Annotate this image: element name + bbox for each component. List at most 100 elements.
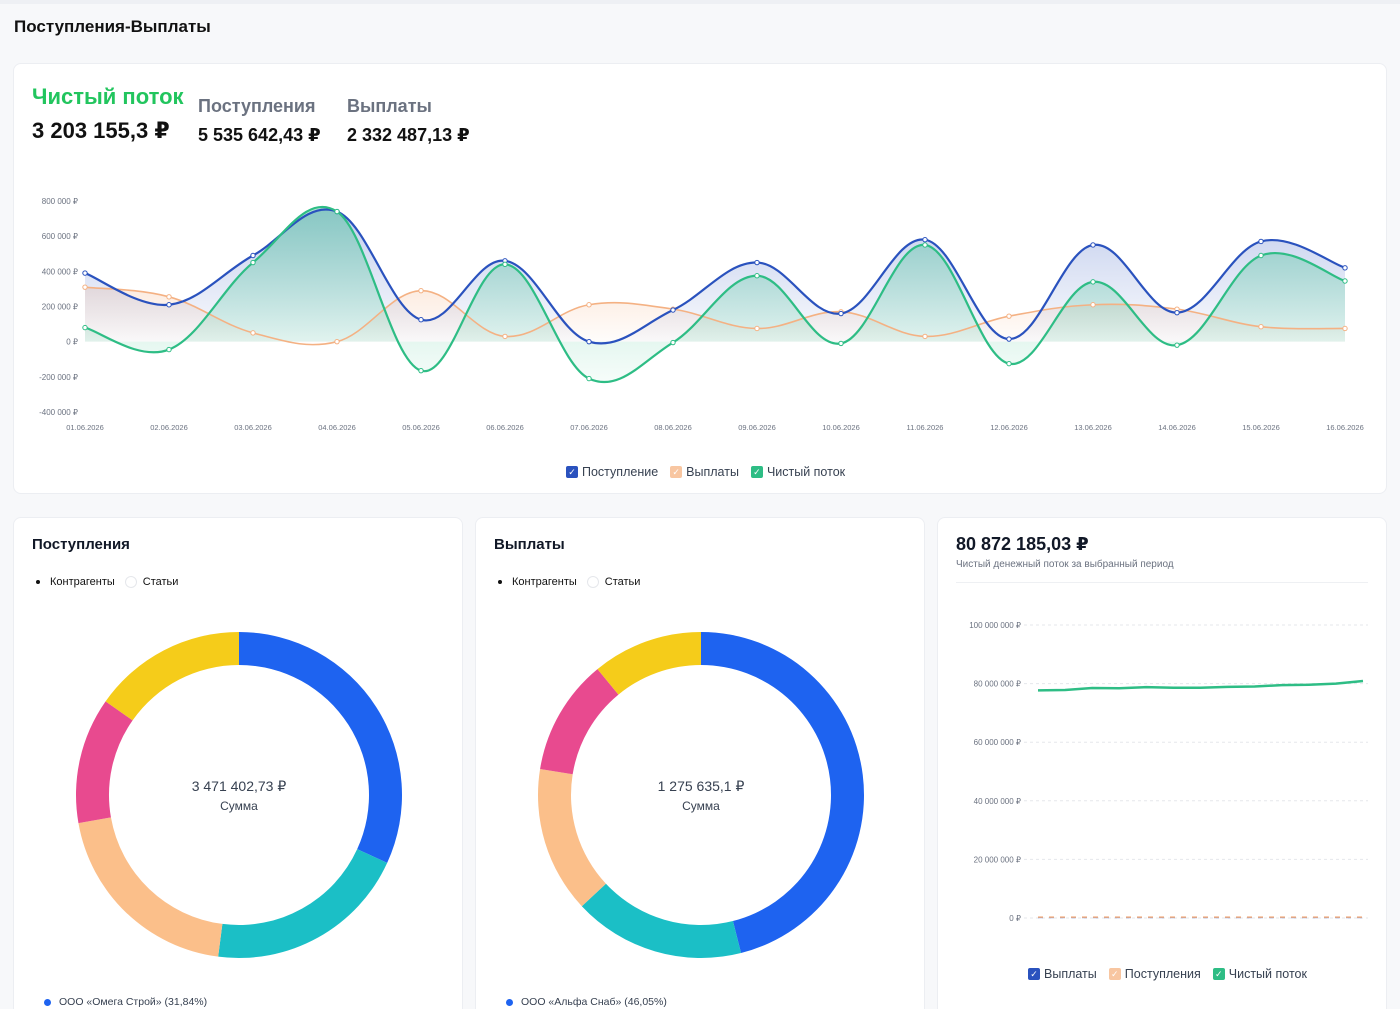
- radio-counterparties-label[interactable]: Контрагенты: [50, 576, 115, 588]
- y-tick-label: 60 000 000 ₽: [974, 738, 1021, 747]
- data-point: [1090, 242, 1096, 248]
- payout-radio-group: Контрагенты Статьи: [494, 576, 650, 588]
- y-tick-label: 800 000 ₽: [42, 197, 78, 206]
- y-tick-label: -400 000 ₽: [39, 408, 78, 417]
- divider: [956, 582, 1368, 583]
- x-tick-label: 01.06.2026: [66, 423, 104, 432]
- legend-income-label: Поступления: [1124, 967, 1201, 981]
- series-line: [84, 286, 1346, 346]
- payout-donut-center: 1 275 635,1 ₽ Сумма: [591, 778, 811, 813]
- data-point: [586, 338, 592, 345]
- legend-payouts[interactable]: ✓ Выплаты: [670, 465, 739, 479]
- payout-card: Выплаты Контрагенты Статьи 1 275 635,1 ₽…: [475, 517, 925, 1009]
- x-tick-label: 02.06.2026: [150, 423, 188, 432]
- radio-counterparties[interactable]: [32, 576, 44, 588]
- payout-legend-item[interactable]: ООО «Альфа Снаб» (46,05%): [506, 996, 667, 1008]
- data-point: [1174, 309, 1180, 316]
- cashflow-card: Чистый поток 3 203 155,3 ₽ Поступления 5…: [13, 63, 1387, 494]
- checkbox-icon[interactable]: ✓: [1212, 968, 1225, 980]
- kpi-net-flow: Чистый поток 3 203 155,3 ₽: [32, 84, 184, 144]
- data-point: [754, 273, 760, 279]
- donut-slice: [239, 632, 402, 863]
- data-point: [82, 324, 88, 331]
- legend-net[interactable]: ✓ Чистый поток: [1212, 967, 1307, 981]
- radio-articles-label[interactable]: Статьи: [142, 576, 179, 588]
- x-tick-label: 13.06.2026: [1074, 423, 1112, 432]
- income-card: Поступления Контрагенты Статьи 3 471 402…: [13, 517, 463, 1009]
- data-point: [334, 338, 340, 345]
- y-tick-label: 0 ₽: [66, 338, 78, 347]
- income-donut: [75, 632, 402, 958]
- data-point: [166, 346, 172, 353]
- x-tick-label: 08.06.2026: [654, 423, 692, 432]
- donut-slice: [75, 701, 133, 824]
- data-point: [502, 333, 508, 340]
- x-tick-label: 11.06.2026: [907, 423, 944, 432]
- y-tick-label: -200 000 ₽: [39, 373, 78, 382]
- income-donut-caption: Сумма: [220, 799, 258, 813]
- data-point: [586, 302, 592, 308]
- data-point: [754, 259, 760, 266]
- net-flow-legend: ✓ Выплаты ✓ Поступления ✓ Чистый поток: [1028, 967, 1313, 981]
- data-point: [1342, 265, 1348, 271]
- series-line: [84, 205, 1346, 384]
- x-tick-label: 10.06.2026: [822, 423, 860, 432]
- legend-dot-icon: [44, 998, 51, 1006]
- data-point: [922, 242, 928, 248]
- kpi-income-label: Поступления: [198, 96, 316, 116]
- kpi-payouts-value: 2 332 487,13 ₽: [347, 125, 470, 145]
- radio-articles[interactable]: [124, 576, 137, 588]
- y-tick-label: 20 000 000 ₽: [974, 855, 1021, 864]
- x-tick-label: 06.06.2026: [486, 423, 524, 432]
- data-point: [586, 375, 592, 382]
- radio-articles-label[interactable]: Статьи: [604, 576, 641, 588]
- income-legend-label: ООО «Омега Строй» (31,84%): [59, 996, 208, 1008]
- data-point: [82, 270, 88, 276]
- data-point: [1006, 336, 1012, 342]
- data-point: [250, 259, 256, 266]
- legend-net[interactable]: ✓ Чистый поток: [750, 465, 845, 479]
- data-point: [670, 307, 676, 313]
- radio-counterparties[interactable]: [494, 576, 506, 588]
- checkbox-icon[interactable]: ✓: [750, 466, 763, 478]
- payout-donut: [538, 632, 864, 958]
- data-point: [1090, 302, 1096, 308]
- checkbox-icon[interactable]: ✓: [670, 466, 683, 478]
- data-point: [922, 236, 928, 243]
- checkbox-icon[interactable]: ✓: [1028, 968, 1040, 980]
- radio-articles[interactable]: [586, 576, 599, 588]
- x-tick-label: 16.06.2026: [1326, 423, 1364, 432]
- cashflow-legend: ✓ Поступление ✓ Выплаты ✓ Чистый поток: [566, 465, 851, 479]
- donut-slice: [218, 849, 388, 958]
- x-tick-label: 12.06.2026: [990, 423, 1028, 432]
- series-area: [85, 209, 1345, 344]
- x-tick-label: 04.06.2026: [318, 423, 356, 432]
- income-legend-item[interactable]: ООО «Омега Строй» (31,84%): [44, 996, 207, 1008]
- y-tick-label: 600 000 ₽: [42, 232, 78, 241]
- income-donut-sum: 3 471 402,73 ₽: [191, 778, 287, 794]
- legend-dot-icon: [506, 998, 513, 1006]
- legend-income[interactable]: ✓ Поступление: [566, 465, 658, 479]
- data-point: [1006, 360, 1012, 367]
- donut-slice: [105, 632, 239, 721]
- top-bar: [0, 0, 1400, 4]
- radio-counterparties-label[interactable]: Контрагенты: [512, 576, 577, 588]
- cashflow-chart: 800 000 ₽ 600 000 ₽ 400 000 ₽ 200 000 ₽ 0 ₽ -…: [39, 197, 1364, 432]
- x-tick-label: 05.06.2026: [402, 423, 440, 432]
- payout-donut-caption: Сумма: [682, 799, 720, 813]
- checkbox-icon[interactable]: ✓: [1108, 968, 1121, 980]
- income-donut-center: 3 471 402,73 ₽ Сумма: [129, 778, 349, 813]
- data-point: [838, 340, 844, 347]
- data-point: [754, 325, 760, 332]
- data-point: [1258, 252, 1264, 259]
- legend-net-label: Чистый поток: [1228, 967, 1307, 981]
- income-card-title: Поступления: [32, 536, 130, 553]
- kpi-income-value: 5 535 642,43 ₽: [198, 125, 321, 145]
- legend-payouts[interactable]: ✓ Выплаты: [1028, 967, 1097, 981]
- data-point: [922, 333, 928, 340]
- checkbox-icon[interactable]: ✓: [566, 466, 578, 478]
- legend-income[interactable]: ✓ Поступления: [1108, 967, 1201, 981]
- data-point: [670, 339, 676, 346]
- donut-slice: [597, 632, 701, 695]
- donut-slice: [540, 669, 619, 775]
